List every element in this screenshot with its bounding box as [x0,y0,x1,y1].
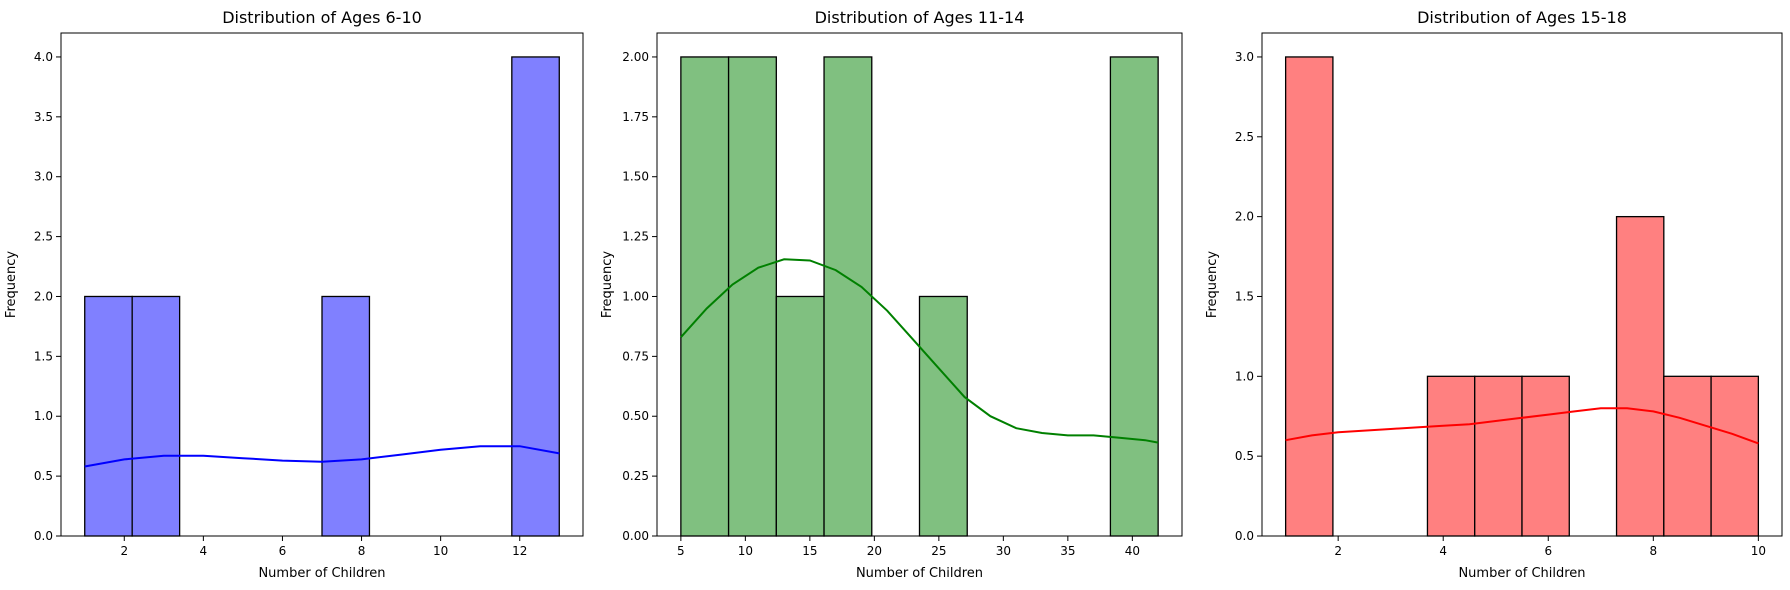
x-axis-label: Number of Children [856,566,983,581]
y-tick-label: 4.0 [34,50,53,64]
y-tick-label: 2.0 [1235,210,1254,224]
x-axis-label: Number of Children [1458,566,1585,581]
y-tick-label: 2.0 [34,289,53,303]
chart-panel-3: Distribution of Ages 15-18 2 4 6 8 10 0.0 0.5 1.… [1205,8,1783,581]
x-tick-label: 2 [1334,544,1342,558]
y-tick-label: 2.00 [622,50,649,64]
x-tick-label: 40 [1125,544,1140,558]
plot-area [1261,32,1783,537]
chart-title: Distribution of Ages 15-18 [1417,8,1627,27]
chart-title: Distribution of Ages 6-10 [222,8,422,27]
histogram-bar [1284,56,1334,537]
chart-panel-2: Distribution of Ages 11-14 5 10 15 20 25 30 35 4… [600,8,1183,581]
x-tick-label: 2 [120,544,128,558]
histogram-bar [131,295,181,537]
histogram-bar [775,295,825,537]
plot-area [656,32,1183,537]
x-tick-label: 4 [200,544,208,558]
histogram-bar [1521,375,1570,537]
y-tick-label: 0.25 [622,469,649,483]
y-tick-label: 3.0 [1235,50,1254,64]
x-tick-label: 4 [1439,544,1447,558]
x-tick-label: 6 [1544,544,1552,558]
histogram-bar [1710,375,1760,537]
y-axis-label: Frequency [4,251,19,318]
x-tick-label: 6 [279,544,287,558]
histogram-bar [1109,56,1159,537]
y-tick-label: 2.5 [34,230,53,244]
y-tick-label: 1.5 [1235,289,1254,303]
kde-line [1285,407,1759,445]
y-tick-label: 1.0 [1235,369,1254,383]
plot-area [60,32,584,537]
histogram-bar [84,295,133,537]
y-axis-label: Frequency [600,251,615,318]
histogram-bar [321,295,371,537]
y-tick-label: 1.25 [622,230,649,244]
histogram-bar [511,56,560,537]
x-axis-label: Number of Children [258,566,385,581]
y-tick-label: 1.75 [622,110,649,124]
x-tick-label: 35 [1060,544,1075,558]
y-tick-label: 0.5 [1235,449,1254,463]
histogram-bar [1474,375,1523,537]
histogram-bar [1663,375,1712,537]
x-tick-label: 15 [802,544,817,558]
y-tick-label: 2.5 [1235,130,1254,144]
kde-line [680,258,1159,444]
x-tick-label: 10 [1751,544,1766,558]
x-tick-label: 10 [738,544,753,558]
chart-panel-1: Distribution of Ages 6-10 2 4 6 8 10 12 0.0 0.5 1… [4,8,584,581]
x-tick-label: 5 [677,544,685,558]
y-tick-label: 0.00 [622,529,649,543]
y-tick-label: 0.5 [34,469,53,483]
y-tick-label: 3.0 [34,170,53,184]
histogram-bar [823,56,873,537]
histogram-bar [1426,375,1476,537]
histogram-bar [1615,215,1665,537]
y-tick-label: 3.5 [34,110,53,124]
x-tick-label: 25 [931,544,946,558]
y-tick-label: 1.0 [34,409,53,423]
x-tick-label: 30 [996,544,1011,558]
y-axis-label: Frequency [1205,251,1220,318]
x-tick-label: 12 [512,544,527,558]
y-tick-label: 1.5 [34,349,53,363]
histogram-bar [727,56,777,537]
histogram-bar [918,295,968,537]
x-tick-label: 20 [867,544,882,558]
histogram-bar [680,56,730,537]
y-tick-label: 1.00 [622,289,649,303]
y-tick-label: 1.50 [622,170,649,184]
x-tick-label: 8 [358,544,366,558]
chart-title: Distribution of Ages 11-14 [815,8,1025,27]
y-tick-label: 0.0 [34,529,53,543]
x-tick-label: 10 [433,544,448,558]
kde-line [84,445,560,468]
y-tick-label: 0.75 [622,349,649,363]
y-tick-label: 0.50 [622,409,649,423]
y-tick-label: 0.0 [1235,529,1254,543]
x-tick-label: 8 [1649,544,1657,558]
